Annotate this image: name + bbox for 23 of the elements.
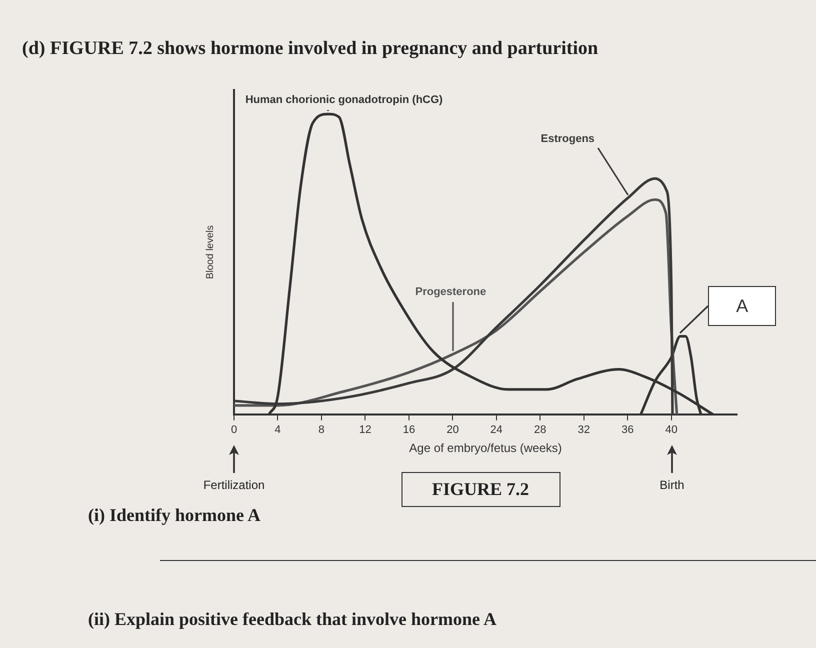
x-tick-label: 16: [402, 424, 416, 436]
x-tick-label: 24: [490, 424, 503, 436]
series-label: Human chorionic gonadotropin (hCG): [243, 94, 445, 106]
text: Fertilization: [203, 478, 265, 492]
y-axis-title: Blood levels: [204, 225, 216, 280]
x-tick-label: 28: [534, 424, 546, 436]
text: (ii) Explain positive feedback that involve hormone A: [88, 609, 497, 630]
caption: FIGURE 7.2: [400, 472, 560, 508]
x-tick-label: 12: [359, 424, 372, 436]
x-tick-label: 4: [274, 424, 281, 436]
x-tick-label: 32: [578, 424, 590, 436]
text: Estrogens: [538, 133, 597, 146]
x-tick-label: 8: [318, 424, 325, 436]
text: Progesterone: [413, 286, 488, 298]
x-tick-label: 40: [665, 424, 678, 436]
x-tick-label: 0: [230, 424, 238, 436]
x-tick-label: 36: [622, 424, 634, 436]
x-tick-label: 20: [446, 424, 459, 436]
text: (i) Identify hormone A: [88, 505, 260, 526]
chart-title: (d) FIGURE 7.2 shows hormone involved in pregnancy and parturition: [22, 38, 598, 60]
text: A: [708, 286, 776, 326]
text: Birth: [660, 478, 684, 492]
x-axis-title: Age of embryo/fetus (weeks): [409, 441, 562, 456]
